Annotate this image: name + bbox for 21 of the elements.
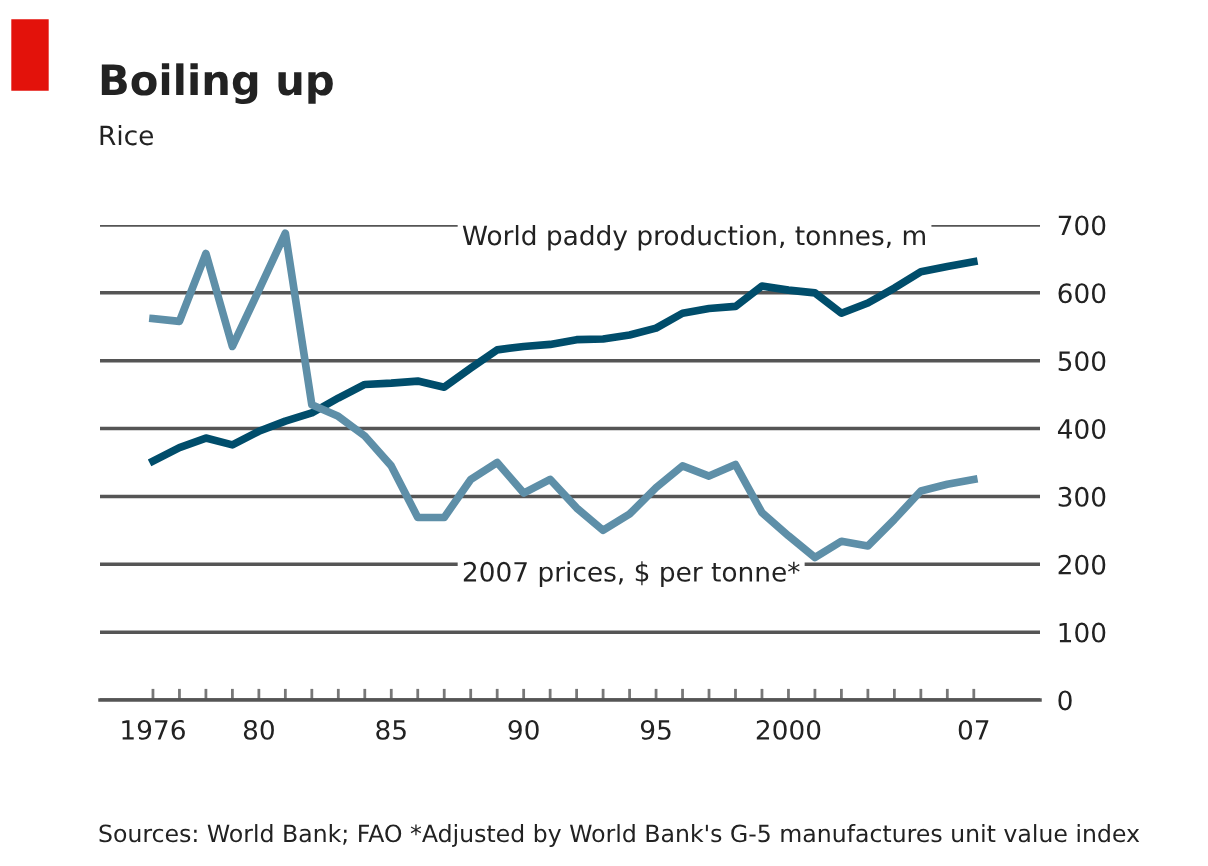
chart-title: Boiling up	[101, 63, 333, 104]
y-tick-label: 200	[1058, 554, 1106, 575]
y-tick-label: 600	[1058, 283, 1106, 304]
x-tick-label: 95	[640, 719, 671, 740]
y-tick-label: 400	[1057, 419, 1106, 439]
y-tick-label: 300	[1058, 486, 1106, 507]
series-label: 2007 prices, $ per tonne*	[463, 561, 800, 587]
chart-subtitle: Rice	[100, 124, 154, 146]
x-tick-label: 90	[508, 719, 539, 740]
x-tick-label: 85	[376, 719, 406, 740]
y-tick-label: 500	[1058, 351, 1106, 372]
x-tick-label: 2000	[756, 719, 821, 740]
y-tick-label: 700	[1058, 215, 1106, 236]
y-tick-label: 100	[1059, 622, 1106, 643]
y-tick-label: 0	[1058, 690, 1072, 711]
series-label: World paddy production, tonnes, m	[462, 225, 925, 251]
text: *Adjusted by World Bank's G-5 manufactures unit value index	[410, 824, 1140, 847]
x-tick-label: 07	[958, 719, 989, 740]
x-tick-label: 1976	[122, 719, 185, 740]
source-note: Sources: World Bank; FAO	[99, 824, 402, 845]
x-tick-label: 80	[243, 719, 274, 740]
